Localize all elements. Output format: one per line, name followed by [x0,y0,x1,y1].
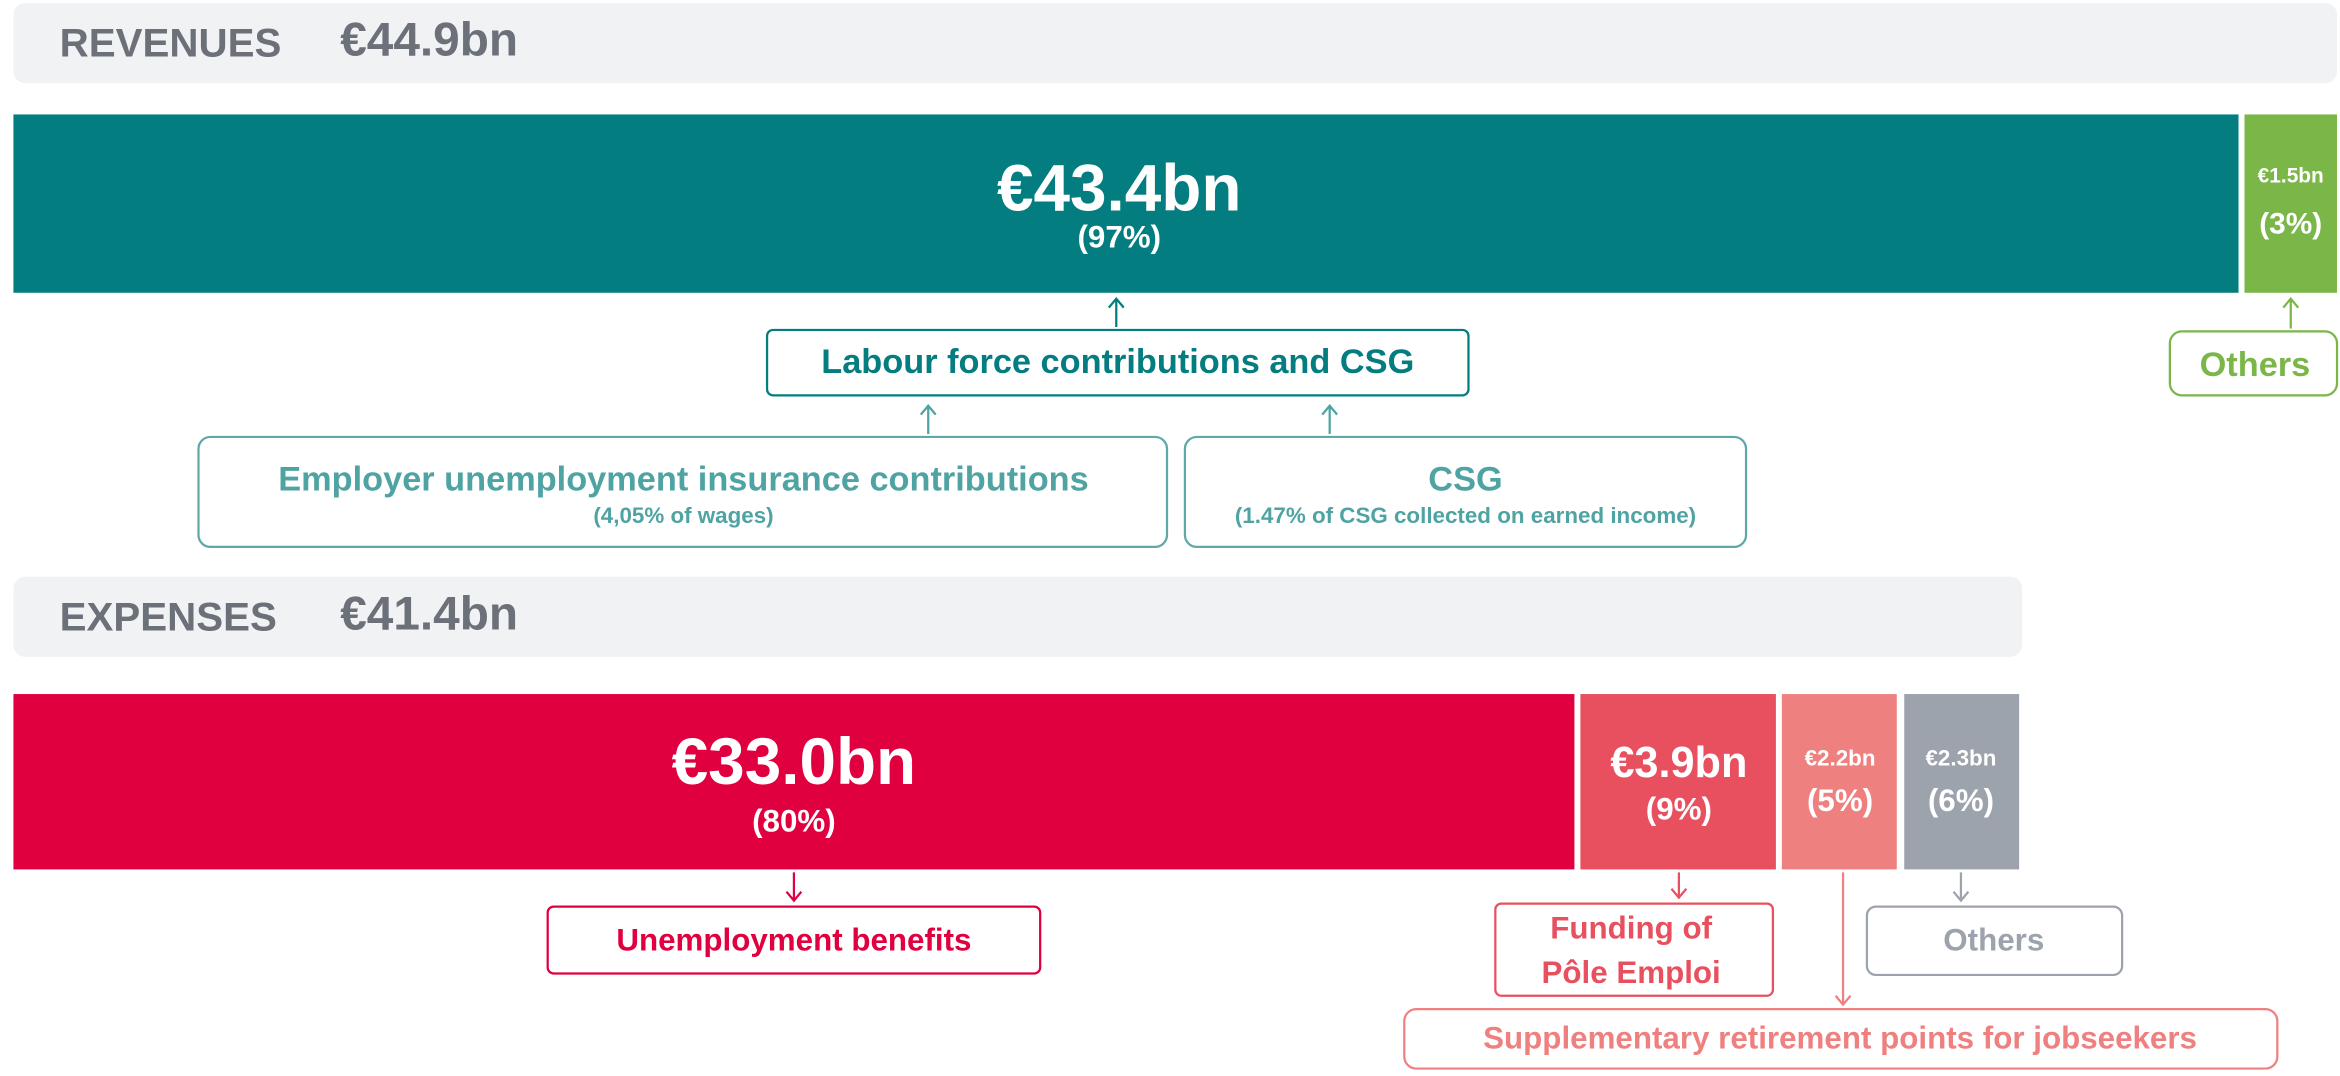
revenue-bar [2244,114,2338,293]
segment-label: Supplementary retirement points for jobs… [1483,1021,2197,1056]
arrow [1107,296,1125,327]
revenues-title: REVENUES [60,21,282,66]
expenses-title: EXPENSES [60,594,277,639]
source-label: CSG [1428,461,1502,499]
expense-bar [1904,694,2020,870]
label-box [765,328,1470,397]
segment-share: (6%) [1928,783,1994,818]
segment-share: (97%) [1077,220,1161,255]
expense-bar [1580,694,1776,870]
segment-share: (80%) [752,804,836,839]
segment-amount: €43.4bn [997,152,1242,225]
segment-label: Others [1943,923,2044,958]
segment-share: (9%) [1646,792,1712,827]
arrow [1670,872,1688,900]
arrow [1952,872,1970,903]
expenses-total: €41.4bn [340,587,518,640]
segment-label: Labour force contributions and CSG [821,343,1414,381]
segment-label: Others [2200,346,2311,384]
segment-label: Unemployment benefits [616,923,971,958]
revenues-header [13,2,2338,84]
label-box [1403,1008,2279,1070]
expense-bar [13,694,1575,870]
source-box [1183,435,1748,549]
arrow [1834,872,1852,1007]
arrow [2282,296,2300,329]
segment-amount: €2.2bn [1805,745,1876,770]
arrow [785,872,803,903]
expenses-header [13,576,2023,657]
arrow [919,403,1339,434]
expense-bar [1781,694,1897,870]
source-note: (4,05% of wages) [593,503,773,528]
source-note: (1.47% of CSG collected on earned income… [1235,503,1696,528]
segment-amount: €3.9bn [1610,739,1747,787]
label-box [546,905,1042,975]
segment-label: Funding of [1550,911,1712,946]
source-box [197,435,1169,549]
source-label: Employer unemployment insurance contribu… [278,461,1088,499]
label-box [1494,902,1775,997]
label-box [1865,905,2124,977]
segment-amount: €2.3bn [1925,745,1996,770]
revenue-bar [13,114,2239,293]
label-box [2168,330,2339,397]
segment-share: (5%) [1807,783,1873,818]
revenues-total: €44.9bn [340,14,518,67]
segment-share: (3%) [2259,208,2322,241]
segment-amount: €33.0bn [672,725,917,798]
segment-amount: €1.5bn [2258,164,2324,187]
segment-label: Pôle Emploi [1541,955,1720,990]
